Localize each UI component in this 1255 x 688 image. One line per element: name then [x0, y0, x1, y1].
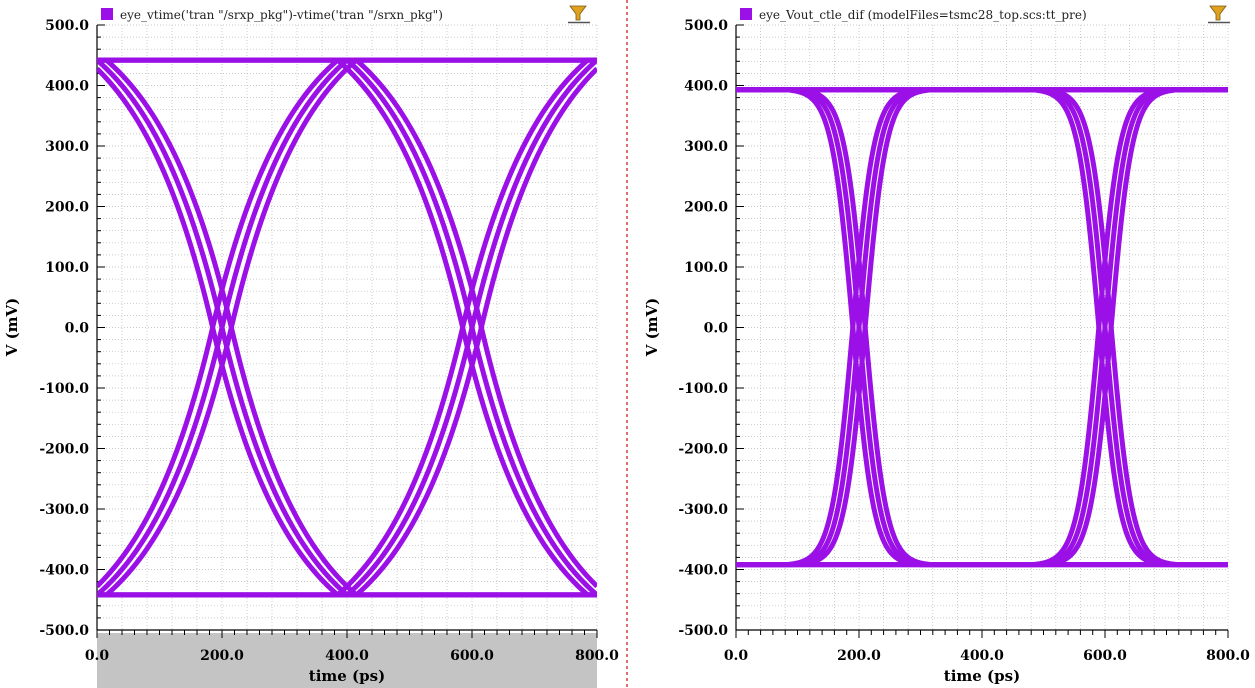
y-tick-label: -100.0 [39, 381, 89, 397]
y-tick-label: 500.0 [45, 18, 89, 34]
grid-layer [735, 24, 1229, 631]
chart-panel-right: 500.0 400.0 300.0 200.0 100.0 0.0 -100.0 -200.0… [643, 5, 1250, 685]
x-tick-label: 400.0 [960, 648, 1004, 664]
x-tick-label: 800.0 [575, 648, 619, 664]
grid-layer [96, 24, 598, 631]
x-tick-label: 600.0 [1083, 648, 1127, 664]
y-tick-label: -500.0 [678, 623, 728, 639]
trace-layer [97, 57, 597, 598]
x-tick-label: 0.0 [724, 648, 749, 664]
y-tick-label: 500.0 [684, 18, 728, 34]
legend-swatch [101, 8, 113, 20]
y-tick-label: -200.0 [39, 442, 89, 458]
y-tick-label: -400.0 [678, 563, 728, 579]
y-tick-label: 0.0 [65, 321, 90, 337]
trace-rising-edge [736, 87, 1228, 568]
trace-falling-edge [97, 57, 597, 589]
x-tick-label: 200.0 [200, 648, 244, 664]
axes-layer: 500.0 400.0 300.0 200.0 100.0 0.0 -100.0 -200.0… [39, 18, 619, 664]
legend-swatch [740, 8, 752, 20]
y-tick-label: -500.0 [39, 623, 89, 639]
legend-label: eye_vtime('tran "/srxp_pkg")-vtime('tran… [120, 8, 443, 22]
x-tick-label: 200.0 [837, 648, 881, 664]
y-tick-label: 100.0 [684, 260, 728, 276]
chart-panel-left: 500.0 400.0 300.0 200.0 100.0 0.0 -100.0 -200.0… [3, 5, 619, 688]
y-tick-label: -200.0 [678, 442, 728, 458]
y-tick-label: 200.0 [684, 200, 728, 216]
filter-icon[interactable] [1208, 5, 1230, 24]
y-tick-label: 0.0 [704, 321, 729, 337]
x-tick-label: 600.0 [450, 648, 494, 664]
y-tick-label: -100.0 [678, 381, 728, 397]
x-tick-label: 800.0 [1206, 648, 1250, 664]
y-tick-label: -400.0 [39, 563, 89, 579]
y-tick-label: 400.0 [684, 79, 728, 95]
x-tick-label: 0.0 [85, 648, 110, 664]
x-axis-title: time (ps) [309, 667, 385, 685]
y-tick-label: -300.0 [678, 502, 728, 518]
legend-label: eye_Vout_ctle_dif (modelFiles=tsmc28_top… [759, 8, 1087, 22]
x-axis-title: time (ps) [944, 667, 1020, 685]
y-tick-label: 100.0 [45, 260, 89, 276]
y-tick-label: 200.0 [45, 200, 89, 216]
trace-rising-edge [97, 66, 597, 598]
y-axis-title: V (mV) [643, 298, 661, 358]
y-axis-title: V (mV) [3, 298, 21, 358]
filter-icon[interactable] [568, 5, 590, 24]
y-tick-label: 300.0 [45, 139, 89, 155]
x-axis-band [97, 633, 597, 688]
y-tick-label: 400.0 [45, 79, 89, 95]
trace-falling-edge [736, 87, 1228, 568]
trace-layer [736, 87, 1228, 568]
axes-layer: 500.0 400.0 300.0 200.0 100.0 0.0 -100.0 -200.0… [678, 18, 1250, 664]
x-tick-label: 400.0 [325, 648, 369, 664]
y-tick-label: -300.0 [39, 502, 89, 518]
y-tick-label: 300.0 [684, 139, 728, 155]
